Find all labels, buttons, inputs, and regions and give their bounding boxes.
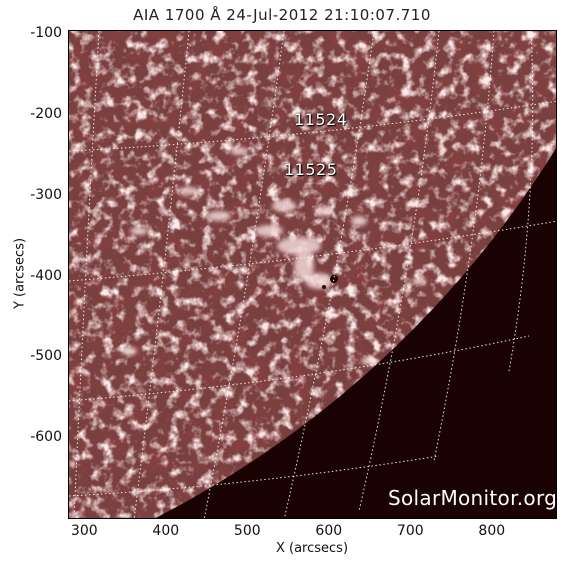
x-tick-label: 300 [70, 523, 98, 539]
y-tick-label: -200 [30, 105, 62, 122]
solar-image [68, 30, 557, 519]
longitude-line [73, 31, 100, 518]
figure-title: AIA 1700 Å 24-Jul-2012 21:10:07.710 [133, 6, 431, 24]
x-tick-label: 800 [478, 523, 506, 539]
watermark: SolarMonitor.org [388, 486, 558, 510]
sunspot [330, 275, 338, 283]
y-tick-label: -300 [30, 186, 62, 203]
active-region-plage [121, 147, 426, 365]
solar-disk-image [69, 31, 556, 518]
x-tick-label: 500 [233, 523, 261, 539]
x-tick-label: 400 [152, 523, 180, 539]
y-axis-label: Y (arcsecs) [12, 237, 28, 310]
region-label-11524: 11524 [294, 110, 348, 129]
x-tick-label: 600 [315, 523, 343, 539]
heliographic-grid [69, 31, 556, 518]
sunspot [322, 285, 326, 289]
x-axis-label: X (arcsecs) [275, 541, 349, 556]
latitude-line [69, 455, 440, 497]
latitude-line [69, 220, 556, 282]
y-tick-label: -500 [30, 348, 62, 365]
longitude-line [133, 31, 190, 518]
y-tick-label: -100 [30, 25, 62, 42]
longitude-line [433, 31, 495, 462]
latitude-line [69, 335, 530, 402]
y-tick-label: -400 [30, 267, 62, 284]
region-label-11525: 11525 [284, 160, 338, 179]
y-tick-label: -600 [30, 429, 62, 446]
longitude-line [283, 31, 375, 518]
x-tick-label: 700 [396, 523, 424, 539]
longitude-line [508, 31, 534, 372]
